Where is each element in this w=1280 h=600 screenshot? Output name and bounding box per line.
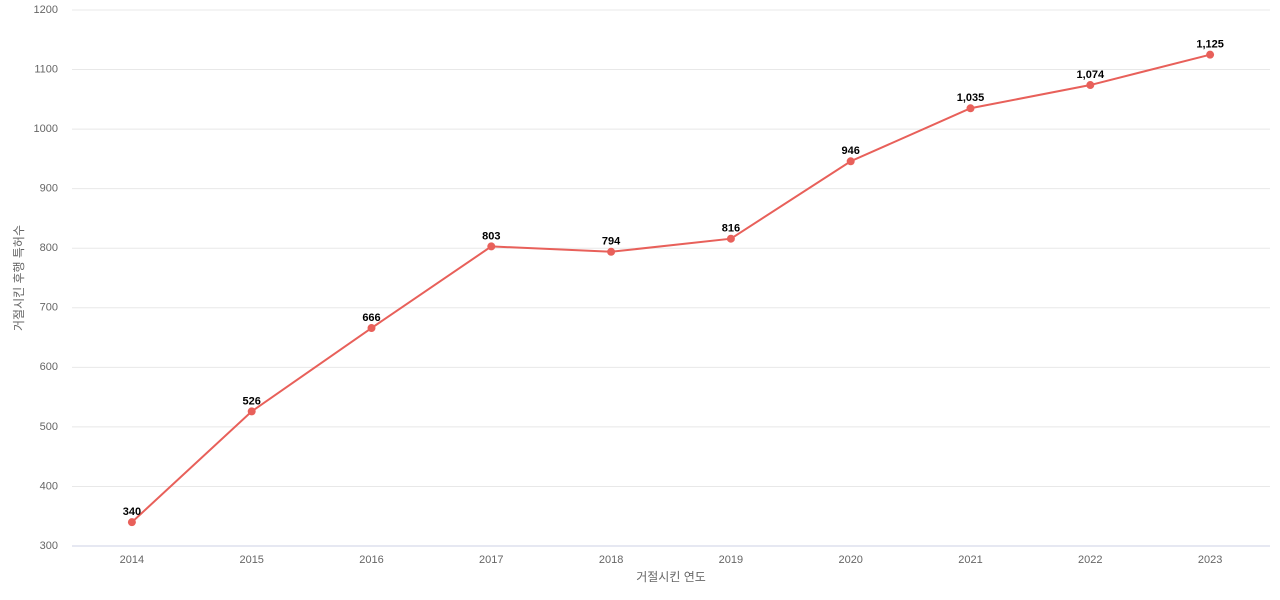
value-label: 666	[362, 312, 380, 324]
data-line	[131, 53, 1211, 523]
x-tick-label: 2021	[958, 554, 982, 566]
x-tick-label: 2020	[838, 554, 862, 566]
x-tick-label: 2015	[239, 554, 263, 566]
value-label: 794	[602, 236, 621, 248]
y-tick-label: 600	[40, 361, 58, 373]
x-tick-label: 2023	[1198, 554, 1222, 566]
y-tick-label: 1200	[34, 4, 58, 16]
y-tick-label: 700	[40, 302, 58, 314]
y-tick-label: 400	[40, 480, 58, 492]
x-tick-label: 2019	[719, 554, 743, 566]
value-label: 1,125	[1196, 39, 1224, 51]
data-point	[846, 157, 855, 166]
data-point	[487, 242, 496, 251]
data-point	[607, 247, 616, 256]
data-point	[1206, 50, 1215, 59]
value-label: 816	[722, 223, 740, 235]
data-point	[1086, 81, 1095, 90]
value-label: 946	[842, 145, 860, 157]
value-label: 340	[123, 506, 141, 518]
y-tick-label: 900	[40, 183, 58, 195]
value-label: 1,035	[957, 92, 985, 104]
value-label: 1,074	[1077, 69, 1105, 81]
x-tick-label: 2014	[120, 554, 144, 566]
value-label: 803	[482, 230, 500, 242]
y-tick-label: 300	[40, 540, 58, 552]
x-tick-label: 2022	[1078, 554, 1102, 566]
data-point	[127, 518, 136, 527]
x-axis-label: 거절시킨 연도	[636, 570, 706, 584]
data-point	[726, 234, 735, 243]
x-tick-label: 2018	[599, 554, 623, 566]
y-tick-label: 800	[40, 242, 58, 254]
data-point	[966, 104, 975, 113]
value-label: 526	[243, 395, 261, 407]
y-axis-label: 거절시킨 후행 특허수	[11, 225, 26, 331]
y-tick-label: 1000	[34, 123, 58, 135]
data-point	[367, 324, 376, 333]
x-tick-label: 2016	[359, 554, 383, 566]
x-tick-label: 2017	[479, 554, 503, 566]
y-tick-label: 500	[40, 421, 58, 433]
data-point	[247, 407, 256, 416]
y-tick-label: 1100	[34, 63, 58, 75]
